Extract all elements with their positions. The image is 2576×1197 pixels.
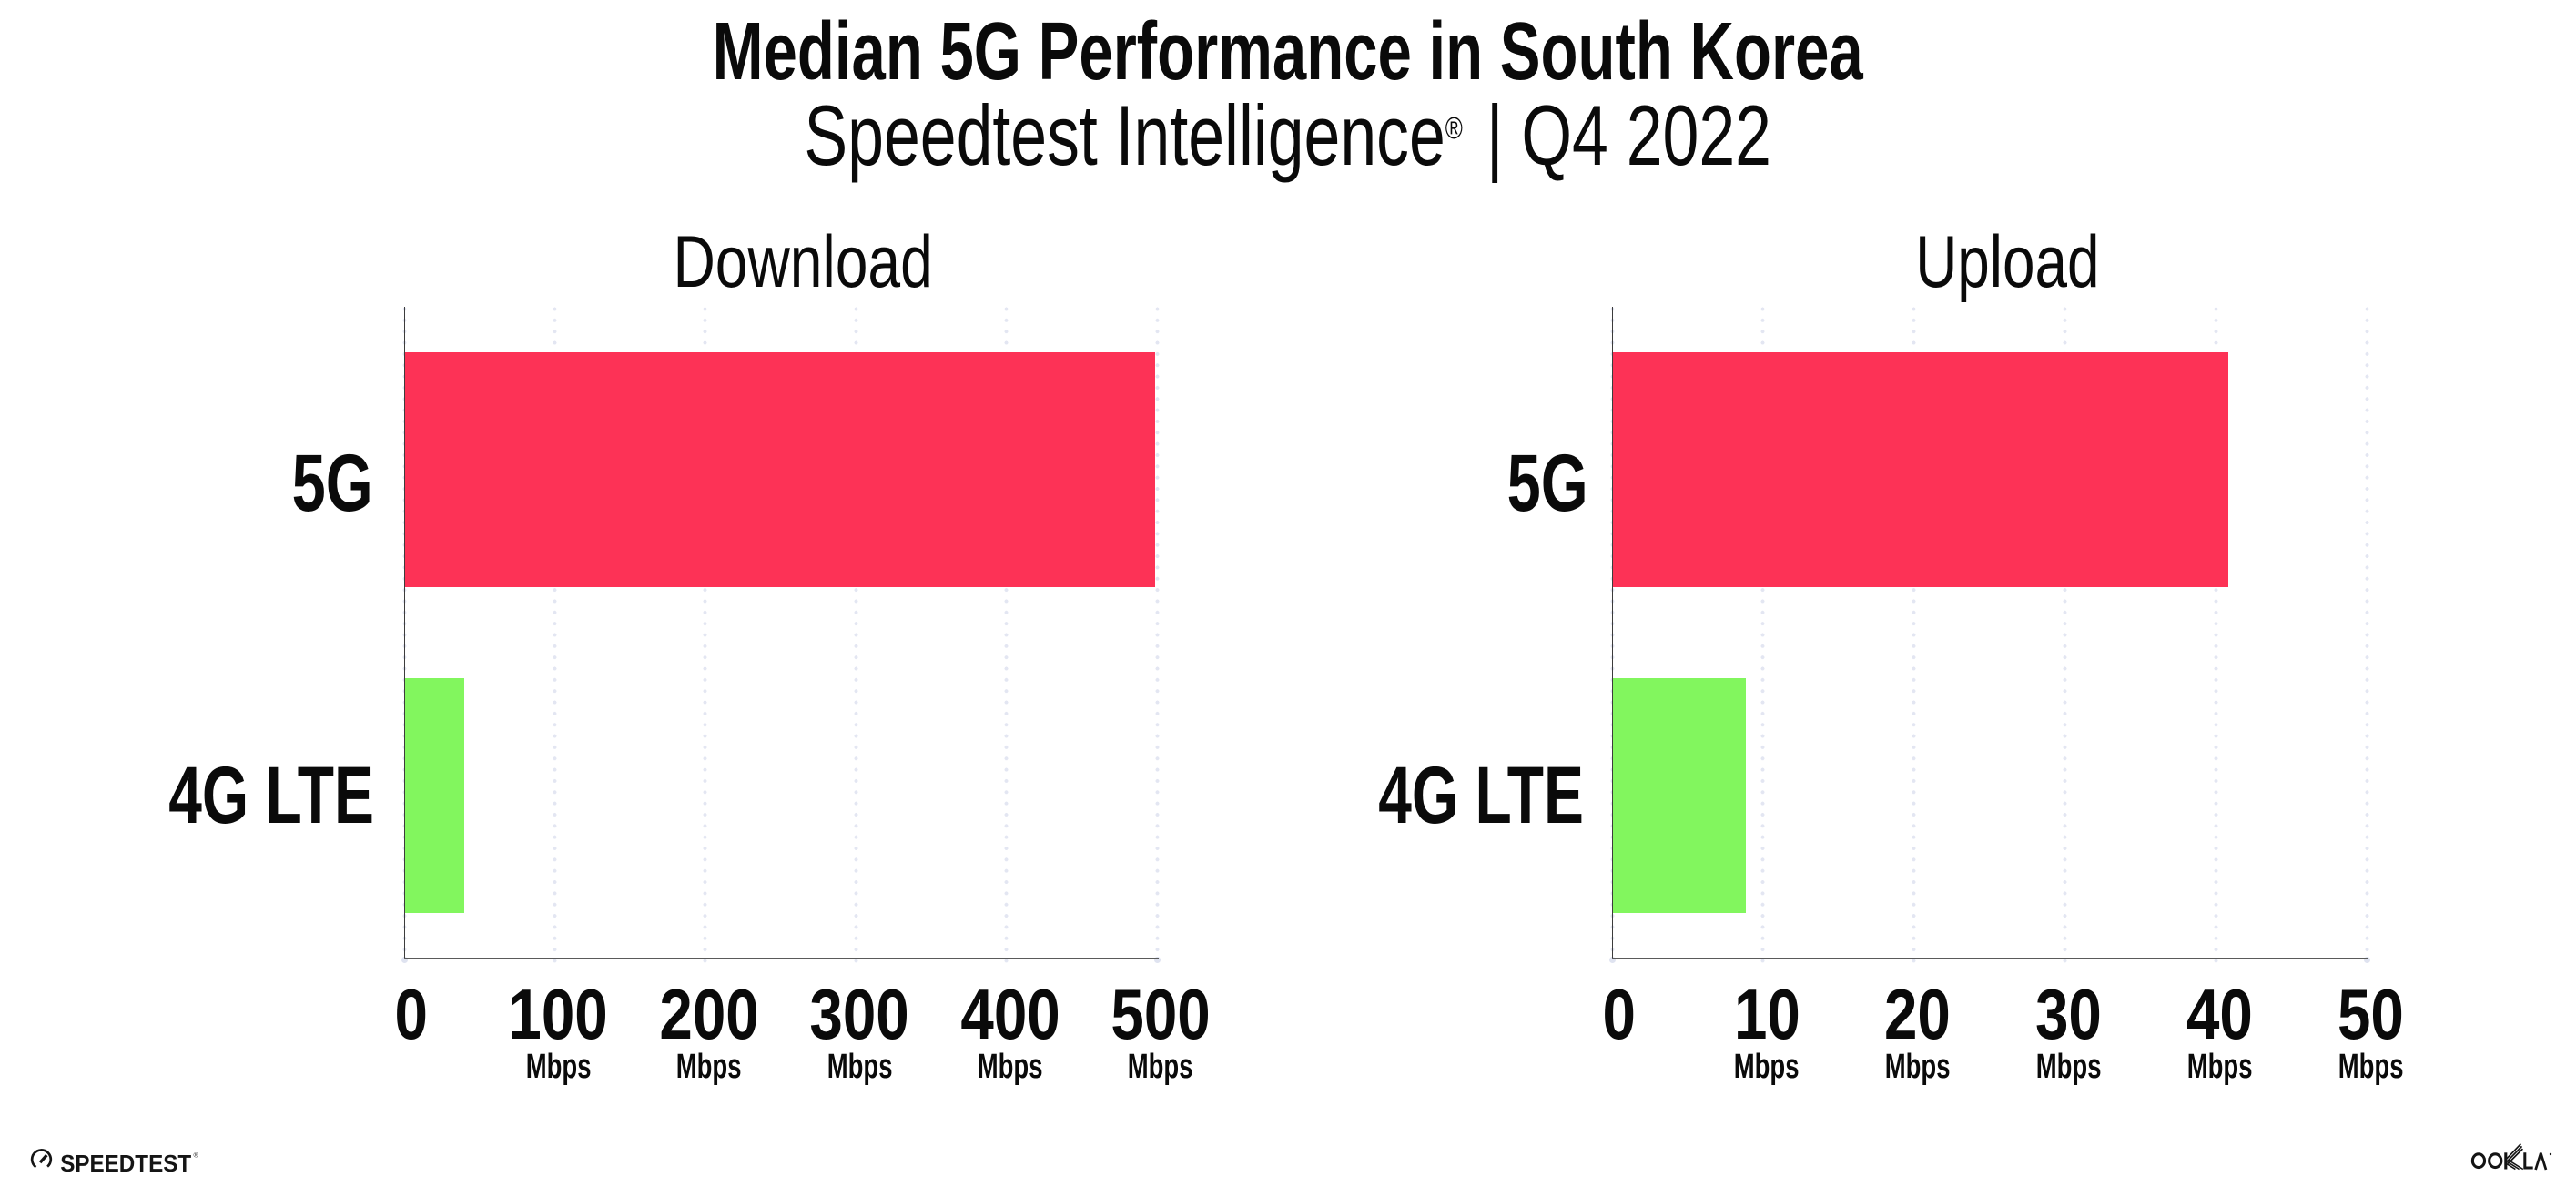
- svg-text:®: ®: [194, 1151, 199, 1159]
- svg-text:SPEEDTEST: SPEEDTEST: [60, 1151, 191, 1177]
